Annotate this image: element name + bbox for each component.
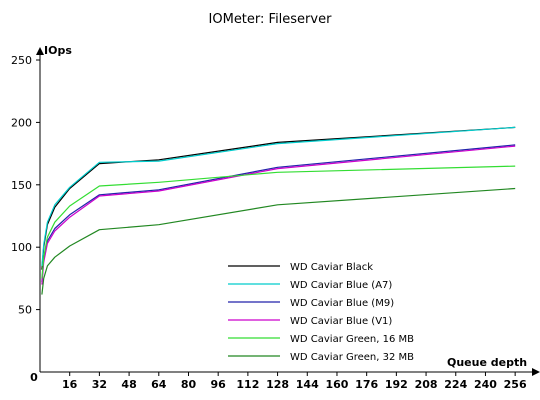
- x-ticks: 0 16 32 48 64 80 96 112 128 144 160 176 192 208 224 240…: [30, 371, 527, 391]
- series-lines: [41, 126, 516, 295]
- y-tick-label: 200: [11, 116, 32, 129]
- x-tick-label: 176: [355, 378, 378, 391]
- x-tick-label: 112: [236, 378, 259, 391]
- x-tick-label: 256: [504, 378, 527, 391]
- legend-label: WD Caviar Green, 32 MB: [290, 352, 414, 363]
- x-tick-label: 96: [211, 378, 227, 391]
- y-tick-label: 100: [11, 241, 32, 254]
- series-line-5: [41, 165, 516, 279]
- legend-label: WD Caviar Blue (V1): [290, 316, 392, 327]
- legend-label: WD Caviar Black: [290, 262, 373, 273]
- x-tick-label: 16: [62, 378, 78, 391]
- series-line-3: [41, 144, 516, 283]
- x-tick-label: 144: [296, 378, 319, 391]
- x-tick-label: 224: [444, 378, 467, 391]
- x-tick-label: 80: [181, 378, 197, 391]
- axes: [36, 47, 540, 376]
- x-tick-label: 128: [266, 378, 289, 391]
- x-axis-arrow: [532, 368, 540, 376]
- x-tick-label: 240: [474, 378, 497, 391]
- legend-label: WD Caviar Blue (A7): [290, 280, 392, 291]
- x-tick-label: 208: [415, 378, 438, 391]
- x-tick-label: 64: [151, 378, 167, 391]
- y-ticks: 50 100 150 200 250: [11, 54, 40, 317]
- y-tick-label: 250: [11, 54, 32, 67]
- x-tick-label: 32: [92, 378, 107, 391]
- legend-label: WD Caviar Green, 16 MB: [290, 334, 414, 345]
- x-tick-label: 0: [30, 371, 38, 384]
- x-tick-label: 160: [325, 378, 348, 391]
- y-axis-arrow: [36, 47, 44, 55]
- y-axis-label: IOps: [44, 44, 72, 57]
- series-line-1: [41, 126, 516, 270]
- x-axis-label: Queue depth: [447, 356, 527, 369]
- y-tick-label: 150: [11, 179, 32, 192]
- legend: WD Caviar Black WD Caviar Blue (A7) WD Cav…: [228, 262, 414, 363]
- x-tick-label: 192: [385, 378, 408, 391]
- y-tick-label: 50: [18, 304, 32, 317]
- x-tick-label: 48: [121, 378, 136, 391]
- series-line-6: [41, 187, 516, 295]
- series-line-2: [41, 126, 516, 266]
- chart-title: IOMeter: Fileserver: [209, 12, 333, 27]
- legend-label: WD Caviar Blue (M9): [290, 298, 394, 309]
